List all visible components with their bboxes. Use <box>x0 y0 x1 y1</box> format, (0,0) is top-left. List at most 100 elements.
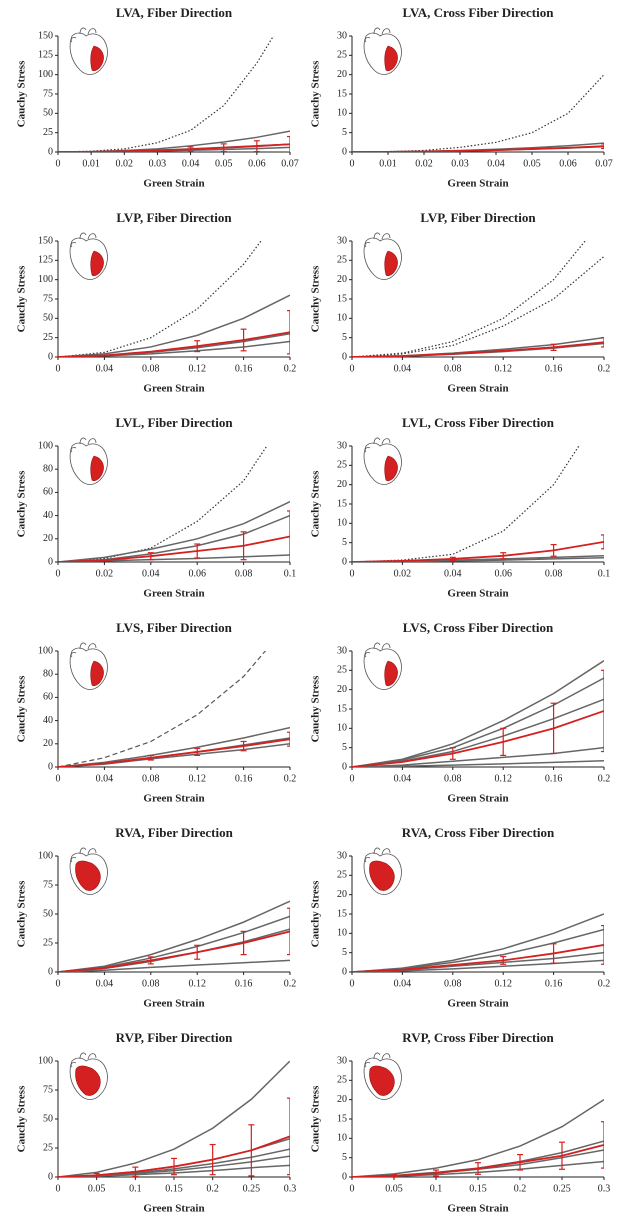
panel: RVP, Fiber Direction Green Strain Cauchy S… <box>16 1030 297 1215</box>
x-tick-label: 0.04 <box>96 978 114 989</box>
chart-title: RVP, Fiber Direction <box>116 1030 233 1045</box>
y-tick-label: 40 <box>43 715 53 726</box>
series-line <box>58 737 290 767</box>
x-tick-label: 0.02 <box>96 568 114 579</box>
x-tick-label: 0.04 <box>142 568 160 579</box>
heart-vessels <box>364 27 391 43</box>
y-tick-label: 75 <box>43 293 53 304</box>
y-tick-label: 20 <box>337 69 347 80</box>
y-tick-label: 25 <box>337 665 347 676</box>
heart-region <box>369 1065 395 1096</box>
x-tick-label: 0.2 <box>206 1183 219 1194</box>
y-tick-label: 150 <box>38 30 53 41</box>
x-tick-label: 0 <box>56 978 61 989</box>
series-line <box>352 541 604 562</box>
y-tick-label: 0 <box>342 761 347 772</box>
plot-area <box>58 900 290 972</box>
series-line <box>352 145 604 152</box>
heart-icon <box>69 232 108 280</box>
y-tick-label: 80 <box>43 463 53 474</box>
chart-title: LVP, Fiber Direction <box>116 210 232 225</box>
x-tick-label: 0 <box>350 773 355 784</box>
x-tick-label: 0.2 <box>598 773 611 784</box>
heart-icon <box>363 847 402 895</box>
x-tick-label: 0 <box>350 568 355 579</box>
y-tick-label: 0 <box>48 966 53 977</box>
y-tick-label: 50 <box>43 313 53 324</box>
series-line <box>58 1061 290 1177</box>
x-tick-label: 0.16 <box>235 363 253 374</box>
x-tick-label: 0.1 <box>284 568 297 579</box>
plot-area <box>352 241 604 357</box>
heart-vessels <box>364 232 391 248</box>
x-tick-label: 0.1 <box>129 1183 142 1194</box>
x-tick-label: 0.05 <box>523 158 541 169</box>
x-tick-label: 0.08 <box>444 773 462 784</box>
heart-icon <box>69 27 108 75</box>
y-tick-label: 30 <box>337 235 347 246</box>
y-tick-label: 60 <box>43 487 53 498</box>
x-tick-label: 0.3 <box>598 1183 611 1194</box>
x-tick-label: 0.3 <box>284 1183 297 1194</box>
y-tick-label: 25 <box>337 255 347 266</box>
chart-title: RVA, Fiber Direction <box>115 825 233 840</box>
y-tick-label: 20 <box>337 889 347 900</box>
x-tick-label: 0.05 <box>385 1183 403 1194</box>
y-axis-label: Cauchy Stress <box>16 470 28 537</box>
y-tick-label: 30 <box>337 645 347 656</box>
panel: LVS, Fiber Direction Green Strain Cauchy S… <box>16 620 297 805</box>
heart-vessels <box>70 437 97 453</box>
y-tick-label: 50 <box>43 908 53 919</box>
heart-vessels <box>70 27 97 43</box>
series-line <box>58 36 275 152</box>
x-tick-label: 0.2 <box>284 363 297 374</box>
y-tick-label: 100 <box>38 274 53 285</box>
y-tick-label: 10 <box>337 723 347 734</box>
series-line <box>352 760 604 767</box>
x-tick-label: 0.02 <box>394 568 412 579</box>
chart-title: LVP, Fiber Direction <box>420 210 536 225</box>
panel: LVL, Fiber Direction Green Strain Cauchy S… <box>16 415 297 600</box>
y-tick-label: 100 <box>38 645 53 656</box>
series-line <box>58 959 290 972</box>
panel: LVA, Cross Fiber Direction Green Strain Ca… <box>310 5 613 190</box>
heart-icon <box>363 27 402 75</box>
y-tick-label: 10 <box>337 313 347 324</box>
y-tick-label: 0 <box>342 966 347 977</box>
heart-region <box>384 250 398 277</box>
x-axis-label: Green Strain <box>143 1203 204 1215</box>
y-axis-label: Cauchy Stress <box>16 880 28 947</box>
x-tick-label: 0.08 <box>235 568 253 579</box>
y-tick-label: 75 <box>43 88 53 99</box>
x-tick-label: 0 <box>350 1183 355 1194</box>
y-tick-label: 100 <box>38 440 53 451</box>
x-tick-label: 0.12 <box>188 773 206 784</box>
heart-region <box>90 455 104 482</box>
x-tick-label: 0.06 <box>188 568 206 579</box>
series-line <box>352 241 586 357</box>
x-axis-label: Green Strain <box>447 1203 508 1215</box>
y-tick-label: 60 <box>43 692 53 703</box>
y-tick-label: 100 <box>38 1055 53 1066</box>
y-tick-label: 0 <box>342 1171 347 1182</box>
x-axis-label: Green Strain <box>447 383 508 395</box>
heart-vessels <box>364 1052 391 1068</box>
series-line <box>58 501 290 562</box>
y-tick-label: 30 <box>337 30 347 41</box>
x-tick-label: 0 <box>350 978 355 989</box>
y-tick-label: 50 <box>43 108 53 119</box>
x-tick-label: 0.12 <box>188 363 206 374</box>
x-tick-label: 0 <box>350 158 355 169</box>
y-tick-label: 25 <box>43 332 53 343</box>
x-tick-label: 0.08 <box>142 978 160 989</box>
heart-icon <box>69 642 108 690</box>
y-tick-label: 0 <box>48 351 53 362</box>
series-line <box>58 331 290 357</box>
x-tick-label: 0.1 <box>430 1183 443 1194</box>
y-tick-label: 50 <box>43 1113 53 1124</box>
y-axis-label: Cauchy Stress <box>310 265 322 332</box>
series-line <box>58 726 290 767</box>
y-tick-label: 10 <box>337 928 347 939</box>
x-tick-label: 0.06 <box>248 158 266 169</box>
heart-icon <box>363 642 402 690</box>
